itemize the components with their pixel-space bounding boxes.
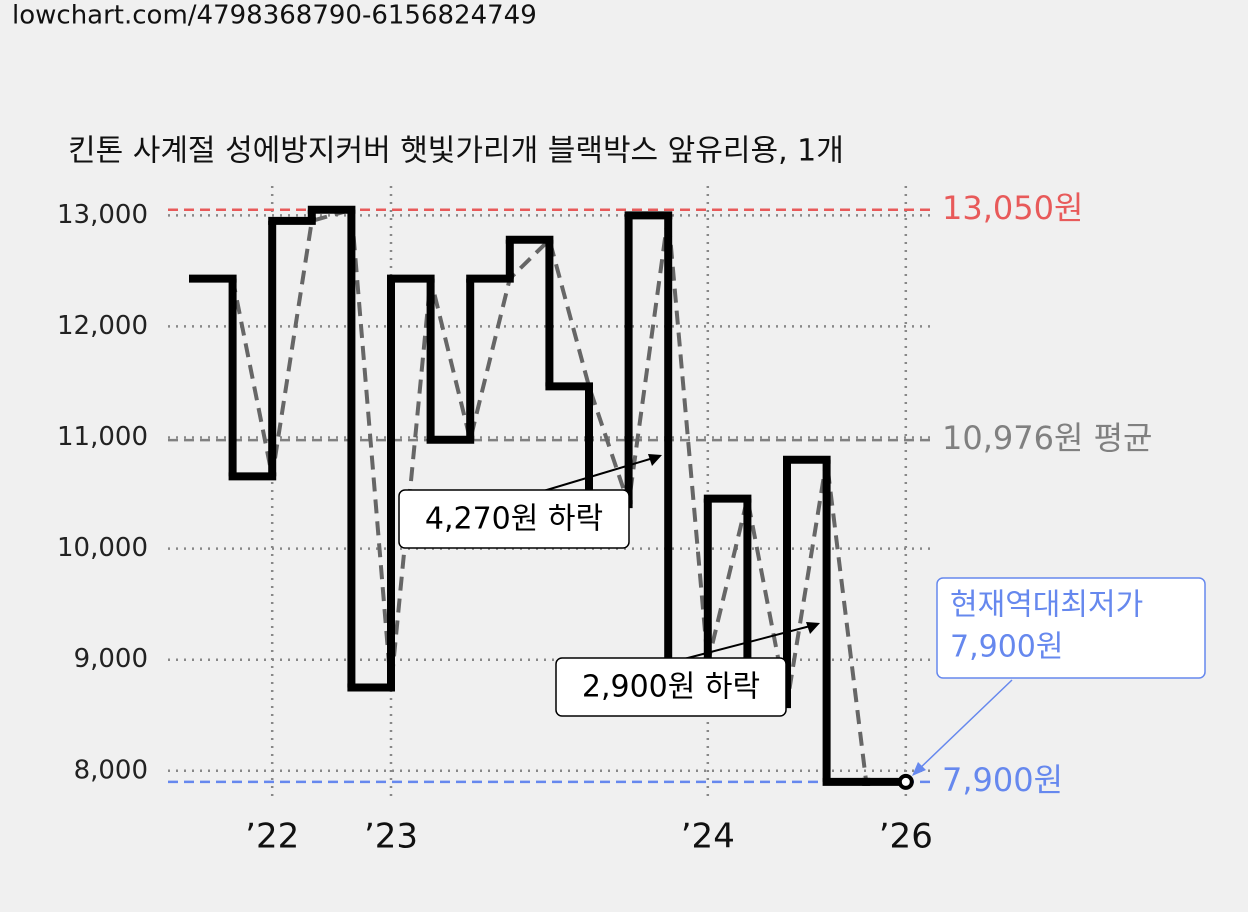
y-tick-label: 11,000 (57, 422, 148, 452)
reference-label: 10,976원 평균 (942, 419, 1152, 457)
last-point (897, 773, 914, 790)
annotation-2: 2,900원 하락 (555, 622, 820, 717)
arrow-head (806, 622, 820, 634)
callout-text: 현재역대최저가 (950, 588, 1143, 623)
y-tick-label: 13,000 (57, 200, 148, 230)
arrow (679, 623, 819, 661)
annotation-box (398, 489, 630, 549)
y-tick-label: 12,000 (57, 311, 148, 341)
current-low-callout: 현재역대최저가 7,900원 (912, 577, 1206, 776)
annotation-text: 2,900원 하락 (582, 670, 760, 705)
plot: 8,000 9,000 10,000 11,000 12,000 13,000 ’22 ’23… (57, 186, 1152, 857)
annotation-box (555, 657, 787, 717)
callout-box (936, 577, 1206, 679)
x-tick-label: ’23 (364, 817, 418, 857)
callout-line (915, 679, 1013, 773)
arrow-head (648, 454, 662, 466)
x-tick-label: ’22 (245, 817, 299, 857)
reference-label: 7,900원 (942, 761, 1063, 799)
y-tick-label: 10,000 (57, 533, 148, 563)
x-tick-label: ’26 (879, 817, 933, 857)
y-tick-label: 8,000 (74, 755, 148, 785)
y-tick-label: 9,000 (74, 644, 148, 674)
chart-title: 킨톤 사계절 성에방지커버 햇빛가리개 블랙박스 앞유리용, 1개 (68, 134, 844, 169)
header-url: lowchart.com/4798368790-6156824749 (12, 1, 537, 31)
x-tick-label: ’24 (681, 817, 735, 857)
callout-text: 7,900원 (950, 630, 1063, 665)
callout-head (912, 762, 926, 776)
annotation-text: 4,270원 하락 (425, 502, 603, 537)
annotation-1: 4,270원 하락 (398, 454, 662, 549)
reference-label: 13,050원 (942, 189, 1083, 227)
